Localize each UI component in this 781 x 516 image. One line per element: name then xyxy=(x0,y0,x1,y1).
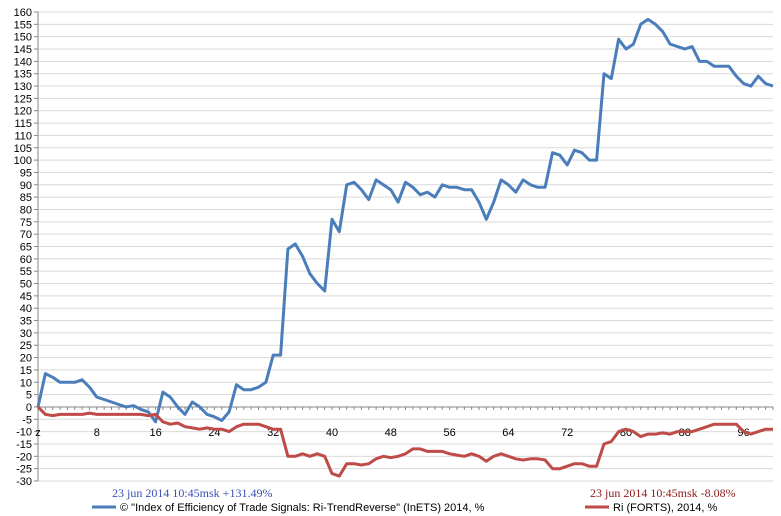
y-tick-label: 155 xyxy=(14,19,32,31)
y-tick-label: 130 xyxy=(14,81,32,93)
y-tick-label: 105 xyxy=(14,143,32,155)
legend: © "Index of Efficiency of Trade Signals:… xyxy=(92,502,718,514)
y-tick-label: 10 xyxy=(20,377,32,389)
y-tick-label: 35 xyxy=(20,316,32,328)
y-tick-label: 30 xyxy=(20,328,32,340)
x-tick-label: 64 xyxy=(502,427,514,439)
y-tick-label: 75 xyxy=(20,217,32,229)
y-tick-label: 140 xyxy=(14,56,32,68)
y-tick-label: 55 xyxy=(20,266,32,278)
y-tick-label: 40 xyxy=(20,303,32,315)
series-line-0 xyxy=(36,17,774,424)
annotation-ri-last-value: 23 jun 2014 10:45msk -8.08% xyxy=(590,486,736,500)
y-tick-label: 0 xyxy=(26,402,32,414)
y-tick-label: 5 xyxy=(26,390,32,402)
y-tick-label: -30 xyxy=(16,476,32,488)
y-tick-label: 160 xyxy=(14,7,32,19)
series-layer xyxy=(36,17,774,478)
x-tick-label: 48 xyxy=(385,427,397,439)
y-tick-label: -20 xyxy=(16,451,32,463)
y-tick-label: 50 xyxy=(20,279,32,291)
x-tick-label: 16 xyxy=(149,427,161,439)
x-tick-label: 72 xyxy=(561,427,573,439)
y-tick-label: 15 xyxy=(20,365,32,377)
y-tick-label: 145 xyxy=(14,44,32,56)
y-tick-label: 115 xyxy=(14,118,32,130)
legend-label-ri: Ri (FORTS), 2014, % xyxy=(613,502,718,514)
y-tick-label: -10 xyxy=(16,427,32,439)
y-tick-label: 20 xyxy=(20,353,32,365)
x-tick-label: 40 xyxy=(326,427,338,439)
x-tick-label: 56 xyxy=(443,427,455,439)
y-tick-label: 95 xyxy=(20,167,32,179)
y-tick-label: 135 xyxy=(14,69,32,81)
y-tick-label: 120 xyxy=(14,106,32,118)
legend-label-inets: © "Index of Efficiency of Trade Signals:… xyxy=(120,502,485,514)
y-tick-label: 85 xyxy=(20,192,32,204)
series-line-1 xyxy=(36,405,773,478)
y-axis-ticks: -30-25-20-15-10-505101520253035404550556… xyxy=(14,7,38,488)
x-tick-label: 8 xyxy=(94,427,100,439)
y-tick-label: 125 xyxy=(14,93,32,105)
y-tick-label: -5 xyxy=(22,414,32,426)
annotation-inets-last-value: 23 jun 2014 10:45msk +131.49% xyxy=(112,486,273,500)
y-tick-label: 90 xyxy=(20,180,32,192)
y-tick-label: 70 xyxy=(20,229,32,241)
y-tick-label: 100 xyxy=(14,155,32,167)
y-tick-label: 110 xyxy=(14,130,32,142)
y-tick-label: -15 xyxy=(16,439,32,451)
y-tick-label: 60 xyxy=(20,254,32,266)
y-tick-label: 65 xyxy=(20,242,32,254)
y-tick-label: -25 xyxy=(16,464,32,476)
x-tick-label: z xyxy=(35,427,41,439)
y-tick-label: 150 xyxy=(14,32,32,44)
y-tick-label: 80 xyxy=(20,204,32,216)
y-tick-label: 25 xyxy=(20,340,32,352)
y-tick-label: 45 xyxy=(20,291,32,303)
